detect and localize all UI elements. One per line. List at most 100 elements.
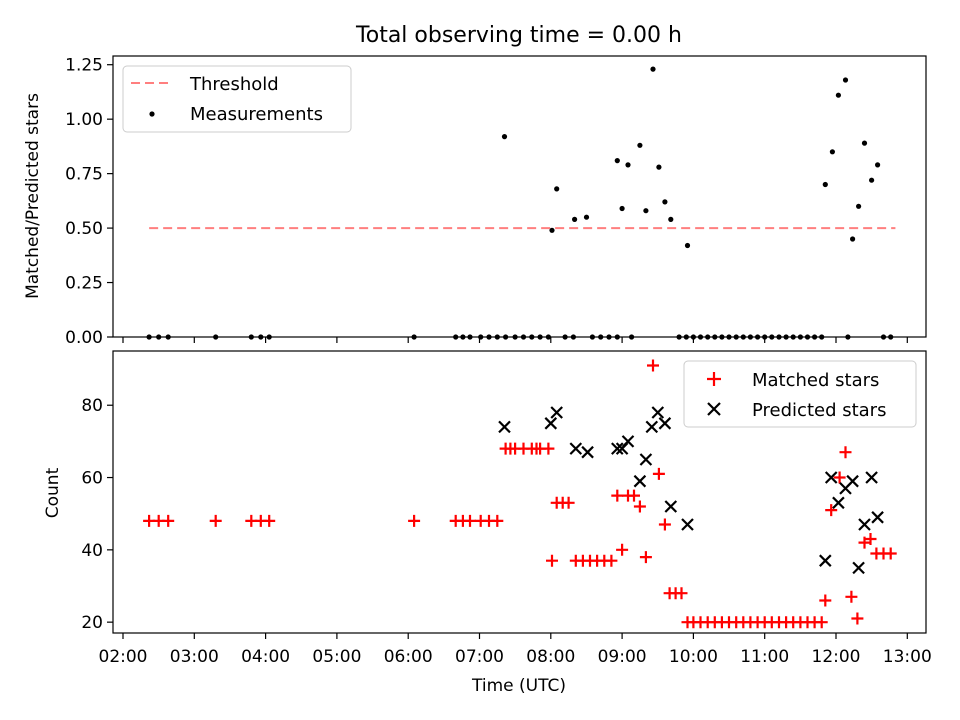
measurement-point bbox=[643, 208, 649, 214]
matched-star-point bbox=[839, 446, 852, 459]
matched-star-point bbox=[819, 594, 832, 607]
matched-star-point bbox=[825, 504, 838, 517]
bottom-panel-legend-box bbox=[683, 360, 917, 428]
predicted-star-point bbox=[664, 500, 678, 513]
top-panel: 0.00 0.25 0.50 0.75 1.00 1.25 Matched/Predict… bbox=[23, 55, 927, 348]
chart-title: Total observing time = 0.00 h bbox=[355, 23, 682, 48]
top-panel-frame bbox=[112, 55, 927, 338]
measurement-point bbox=[869, 177, 875, 183]
top-ytick-label: 0.75 bbox=[65, 165, 103, 185]
matched-star-point bbox=[542, 442, 555, 455]
bottom-xtick-label: 11:00 bbox=[740, 647, 789, 667]
top-ytick-label: 0.00 bbox=[65, 328, 103, 348]
predicted-star-point bbox=[621, 435, 635, 448]
predicted-star-point bbox=[681, 518, 694, 531]
measurement-point bbox=[850, 236, 856, 242]
top-ytick-label: 1.25 bbox=[65, 56, 103, 76]
predicted-star-point bbox=[544, 417, 558, 430]
bottom-xtick-label: 06:00 bbox=[384, 647, 433, 667]
bottom-xtick-label: 02:00 bbox=[99, 647, 148, 667]
matched-star-point bbox=[162, 514, 175, 527]
matched-star-point bbox=[504, 442, 517, 455]
matched-star-point bbox=[546, 554, 558, 567]
top-panel-legend: Threshold Measurements bbox=[122, 65, 352, 133]
bottom-panel-data-layer bbox=[143, 359, 897, 629]
legend-matched-label: Matched stars bbox=[752, 370, 879, 391]
predicted-star-point bbox=[645, 420, 659, 434]
bottom-xtick-label: 09:00 bbox=[598, 647, 647, 667]
matched-star-point bbox=[851, 612, 864, 625]
bottom-panel-legend: Matched stars Predicted stars bbox=[683, 360, 917, 428]
top-panel-legend-box bbox=[122, 65, 352, 133]
bottom-xtick-label: 12:00 bbox=[812, 647, 861, 667]
matched-star-point bbox=[530, 442, 543, 455]
matched-star-point bbox=[833, 471, 846, 484]
measurement-point bbox=[835, 92, 842, 98]
bottom-ytick-label: 60 bbox=[81, 469, 103, 489]
matched-star-point bbox=[491, 514, 504, 527]
matched-star-point bbox=[611, 489, 624, 502]
top-ytick-label: 1.00 bbox=[65, 110, 103, 130]
measurement-point bbox=[619, 205, 625, 212]
matched-star-point bbox=[628, 489, 640, 502]
legend-measurements-label: Measurements bbox=[190, 104, 323, 125]
matched-star-point bbox=[464, 514, 476, 527]
matched-star-point bbox=[845, 590, 858, 603]
matched-star-point bbox=[658, 518, 671, 531]
predicted-star-point bbox=[852, 561, 865, 575]
matched-star-point bbox=[639, 551, 652, 564]
top-ytick-label: 0.25 bbox=[65, 274, 103, 294]
measurement-point bbox=[822, 181, 828, 188]
measurement-point bbox=[637, 142, 643, 148]
predicted-star-point bbox=[865, 471, 878, 484]
measurement-point bbox=[856, 203, 862, 209]
measurement-point bbox=[554, 186, 560, 192]
predicted-star-point bbox=[858, 518, 871, 531]
measurement-point bbox=[650, 66, 656, 72]
predicted-star-point bbox=[824, 471, 838, 484]
bottom-xtick-label: 04:00 bbox=[241, 647, 290, 667]
matched-star-point bbox=[652, 467, 665, 480]
measurement-point bbox=[829, 149, 836, 155]
legend-threshold-label: Threshold bbox=[189, 74, 279, 95]
predicted-star-point bbox=[819, 554, 832, 567]
matched-star-point bbox=[675, 587, 688, 600]
top-ytick-label: 0.50 bbox=[65, 219, 103, 239]
measurement-point bbox=[875, 162, 881, 168]
legend-predicted-label: Predicted stars bbox=[752, 400, 886, 421]
measurement-point bbox=[572, 216, 578, 222]
bottom-xtick-label: 10:00 bbox=[669, 647, 718, 667]
matched-star-point bbox=[647, 359, 659, 372]
matched-star-point bbox=[815, 616, 828, 629]
predicted-star-point bbox=[871, 511, 884, 524]
bottom-xtick-label: 08:00 bbox=[526, 647, 575, 667]
bottom-panel-frame bbox=[112, 350, 927, 634]
matched-star-point bbox=[408, 514, 421, 527]
bottom-panel: 20 40 60 80 02:00 03:00 04:00 05:00 06:00 07:00 08… bbox=[43, 350, 932, 696]
bottom-xtick-label: 03:00 bbox=[170, 647, 219, 667]
measurement-point bbox=[684, 242, 691, 249]
legend-predicted-swatch bbox=[707, 402, 721, 416]
predicted-star-point bbox=[633, 474, 647, 488]
bottom-xtick-label: 05:00 bbox=[312, 647, 361, 667]
measurement-point bbox=[656, 164, 662, 170]
measurement-point bbox=[625, 162, 631, 168]
predicted-star-point bbox=[550, 406, 563, 419]
measurement-point bbox=[549, 227, 555, 233]
measurement-point bbox=[614, 158, 620, 164]
top-panel-ylabel: Matched/Predicted stars bbox=[23, 93, 43, 299]
bottom-xtick-label: 07:00 bbox=[455, 647, 504, 667]
bottom-ytick-label: 80 bbox=[81, 396, 103, 416]
bottom-panel-xlabel: Time (UTC) bbox=[471, 676, 566, 696]
matched-star-point bbox=[263, 514, 276, 527]
matched-star-point bbox=[562, 496, 575, 509]
matched-star-point bbox=[209, 514, 222, 527]
legend-matched-swatch bbox=[707, 372, 721, 386]
bottom-panel-ticks: 20 40 60 80 02:00 03:00 04:00 05:00 06:00 07:00 08… bbox=[81, 396, 931, 667]
predicted-star-point bbox=[581, 445, 594, 459]
predicted-star-point bbox=[832, 496, 845, 510]
bottom-panel-ylabel: Count bbox=[43, 467, 63, 518]
bottom-ytick-label: 20 bbox=[81, 613, 103, 633]
bottom-xtick-label: 13:00 bbox=[883, 647, 932, 667]
